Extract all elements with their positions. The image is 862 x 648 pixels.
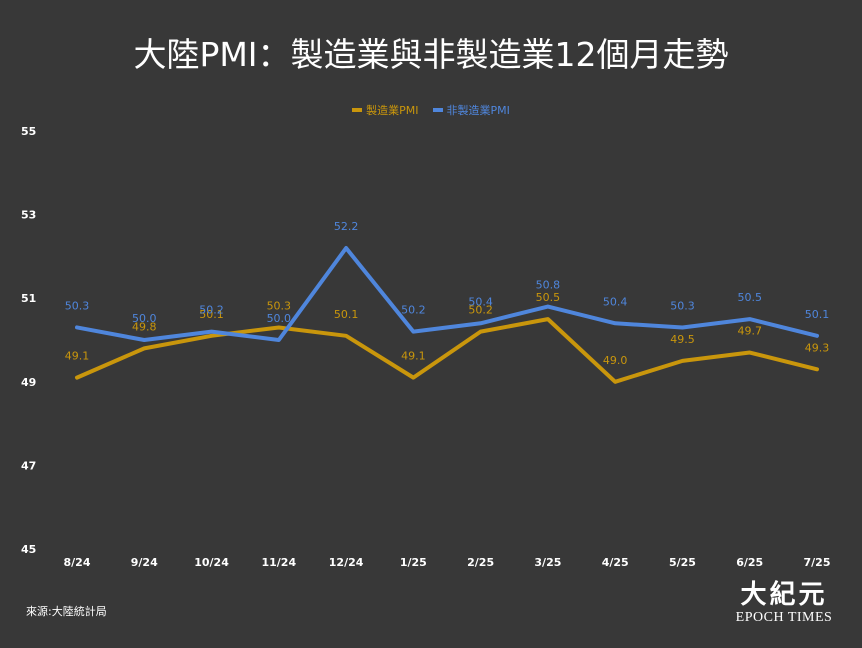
legend-label-manufacturing: 製造業PMI xyxy=(366,104,419,117)
epoch-times-logo: 大紀元 EPOCH TIMES xyxy=(734,580,834,626)
y-tick-label: 53 xyxy=(21,209,36,222)
legend-swatch-non-manufacturing xyxy=(432,108,443,112)
y-tick-label: 51 xyxy=(21,292,36,305)
legend-label-non-manufacturing: 非製造業PMI xyxy=(446,104,510,117)
data-label-non-manufacturing: 50.2 xyxy=(401,304,426,317)
x-tick-label: 6/25 xyxy=(736,556,763,569)
data-label-non-manufacturing: 50.3 xyxy=(65,299,90,312)
legend-item-non-manufacturing: 非製造業PMI xyxy=(432,102,510,118)
x-tick-label: 11/24 xyxy=(261,556,296,569)
x-tick-label: 8/24 xyxy=(64,556,91,569)
y-tick-label: 49 xyxy=(21,376,36,389)
data-label-non-manufacturing: 50.0 xyxy=(267,312,292,325)
data-label-manufacturing: 50.2 xyxy=(468,304,493,317)
data-label-manufacturing: 50.5 xyxy=(536,291,561,304)
x-tick-label: 2/25 xyxy=(467,556,494,569)
logo-english: EPOCH TIMES xyxy=(735,610,833,625)
data-label-manufacturing: 49.1 xyxy=(65,350,90,363)
logo-chinese: 大紀元 xyxy=(740,580,828,610)
legend-swatch-manufacturing xyxy=(352,108,363,112)
legend: 製造業PMI 非製造業PMI xyxy=(0,102,862,118)
data-label-manufacturing: 49.3 xyxy=(805,341,830,354)
data-label-non-manufacturing: 50.4 xyxy=(603,295,628,308)
x-tick-label: 9/24 xyxy=(131,556,158,569)
data-label-manufacturing: 49.0 xyxy=(603,354,628,367)
data-label-manufacturing: 49.1 xyxy=(401,350,426,363)
x-tick-label: 4/25 xyxy=(602,556,629,569)
y-tick-label: 45 xyxy=(21,543,36,556)
data-label-non-manufacturing: 50.8 xyxy=(536,279,561,292)
x-tick-label: 10/24 xyxy=(194,556,229,569)
x-tick-label: 3/25 xyxy=(534,556,561,569)
data-label-manufacturing: 50.1 xyxy=(334,308,359,321)
data-label-non-manufacturing: 50.1 xyxy=(805,308,830,321)
data-label-manufacturing: 49.5 xyxy=(670,333,695,346)
data-label-non-manufacturing: 50.2 xyxy=(199,304,224,317)
y-tick-label: 55 xyxy=(21,125,36,138)
data-label-non-manufacturing: 50.4 xyxy=(468,295,493,308)
x-tick-label: 12/24 xyxy=(329,556,364,569)
data-label-manufacturing: 49.7 xyxy=(737,325,762,338)
y-tick-label: 47 xyxy=(21,459,36,472)
series-line-non-manufacturing xyxy=(75,246,819,342)
x-tick-label: 5/25 xyxy=(669,556,696,569)
x-tick-label: 7/25 xyxy=(804,556,831,569)
source-note: 來源:大陸統計局 xyxy=(26,605,107,618)
data-label-non-manufacturing: 50.0 xyxy=(132,312,157,325)
series-line-manufacturing xyxy=(75,317,819,384)
data-label-non-manufacturing: 50.3 xyxy=(670,299,695,312)
chart-title: 大陸PMI：製造業與非製造業12個月走勢 xyxy=(133,35,729,74)
data-label-manufacturing: 50.1 xyxy=(199,308,224,321)
data-label-non-manufacturing: 52.2 xyxy=(334,220,359,233)
data-label-manufacturing: 50.3 xyxy=(267,299,292,312)
data-label-non-manufacturing: 50.5 xyxy=(737,291,762,304)
data-label-manufacturing: 49.8 xyxy=(132,320,157,333)
x-tick-label: 1/25 xyxy=(400,556,427,569)
legend-item-manufacturing: 製造業PMI xyxy=(352,102,419,118)
